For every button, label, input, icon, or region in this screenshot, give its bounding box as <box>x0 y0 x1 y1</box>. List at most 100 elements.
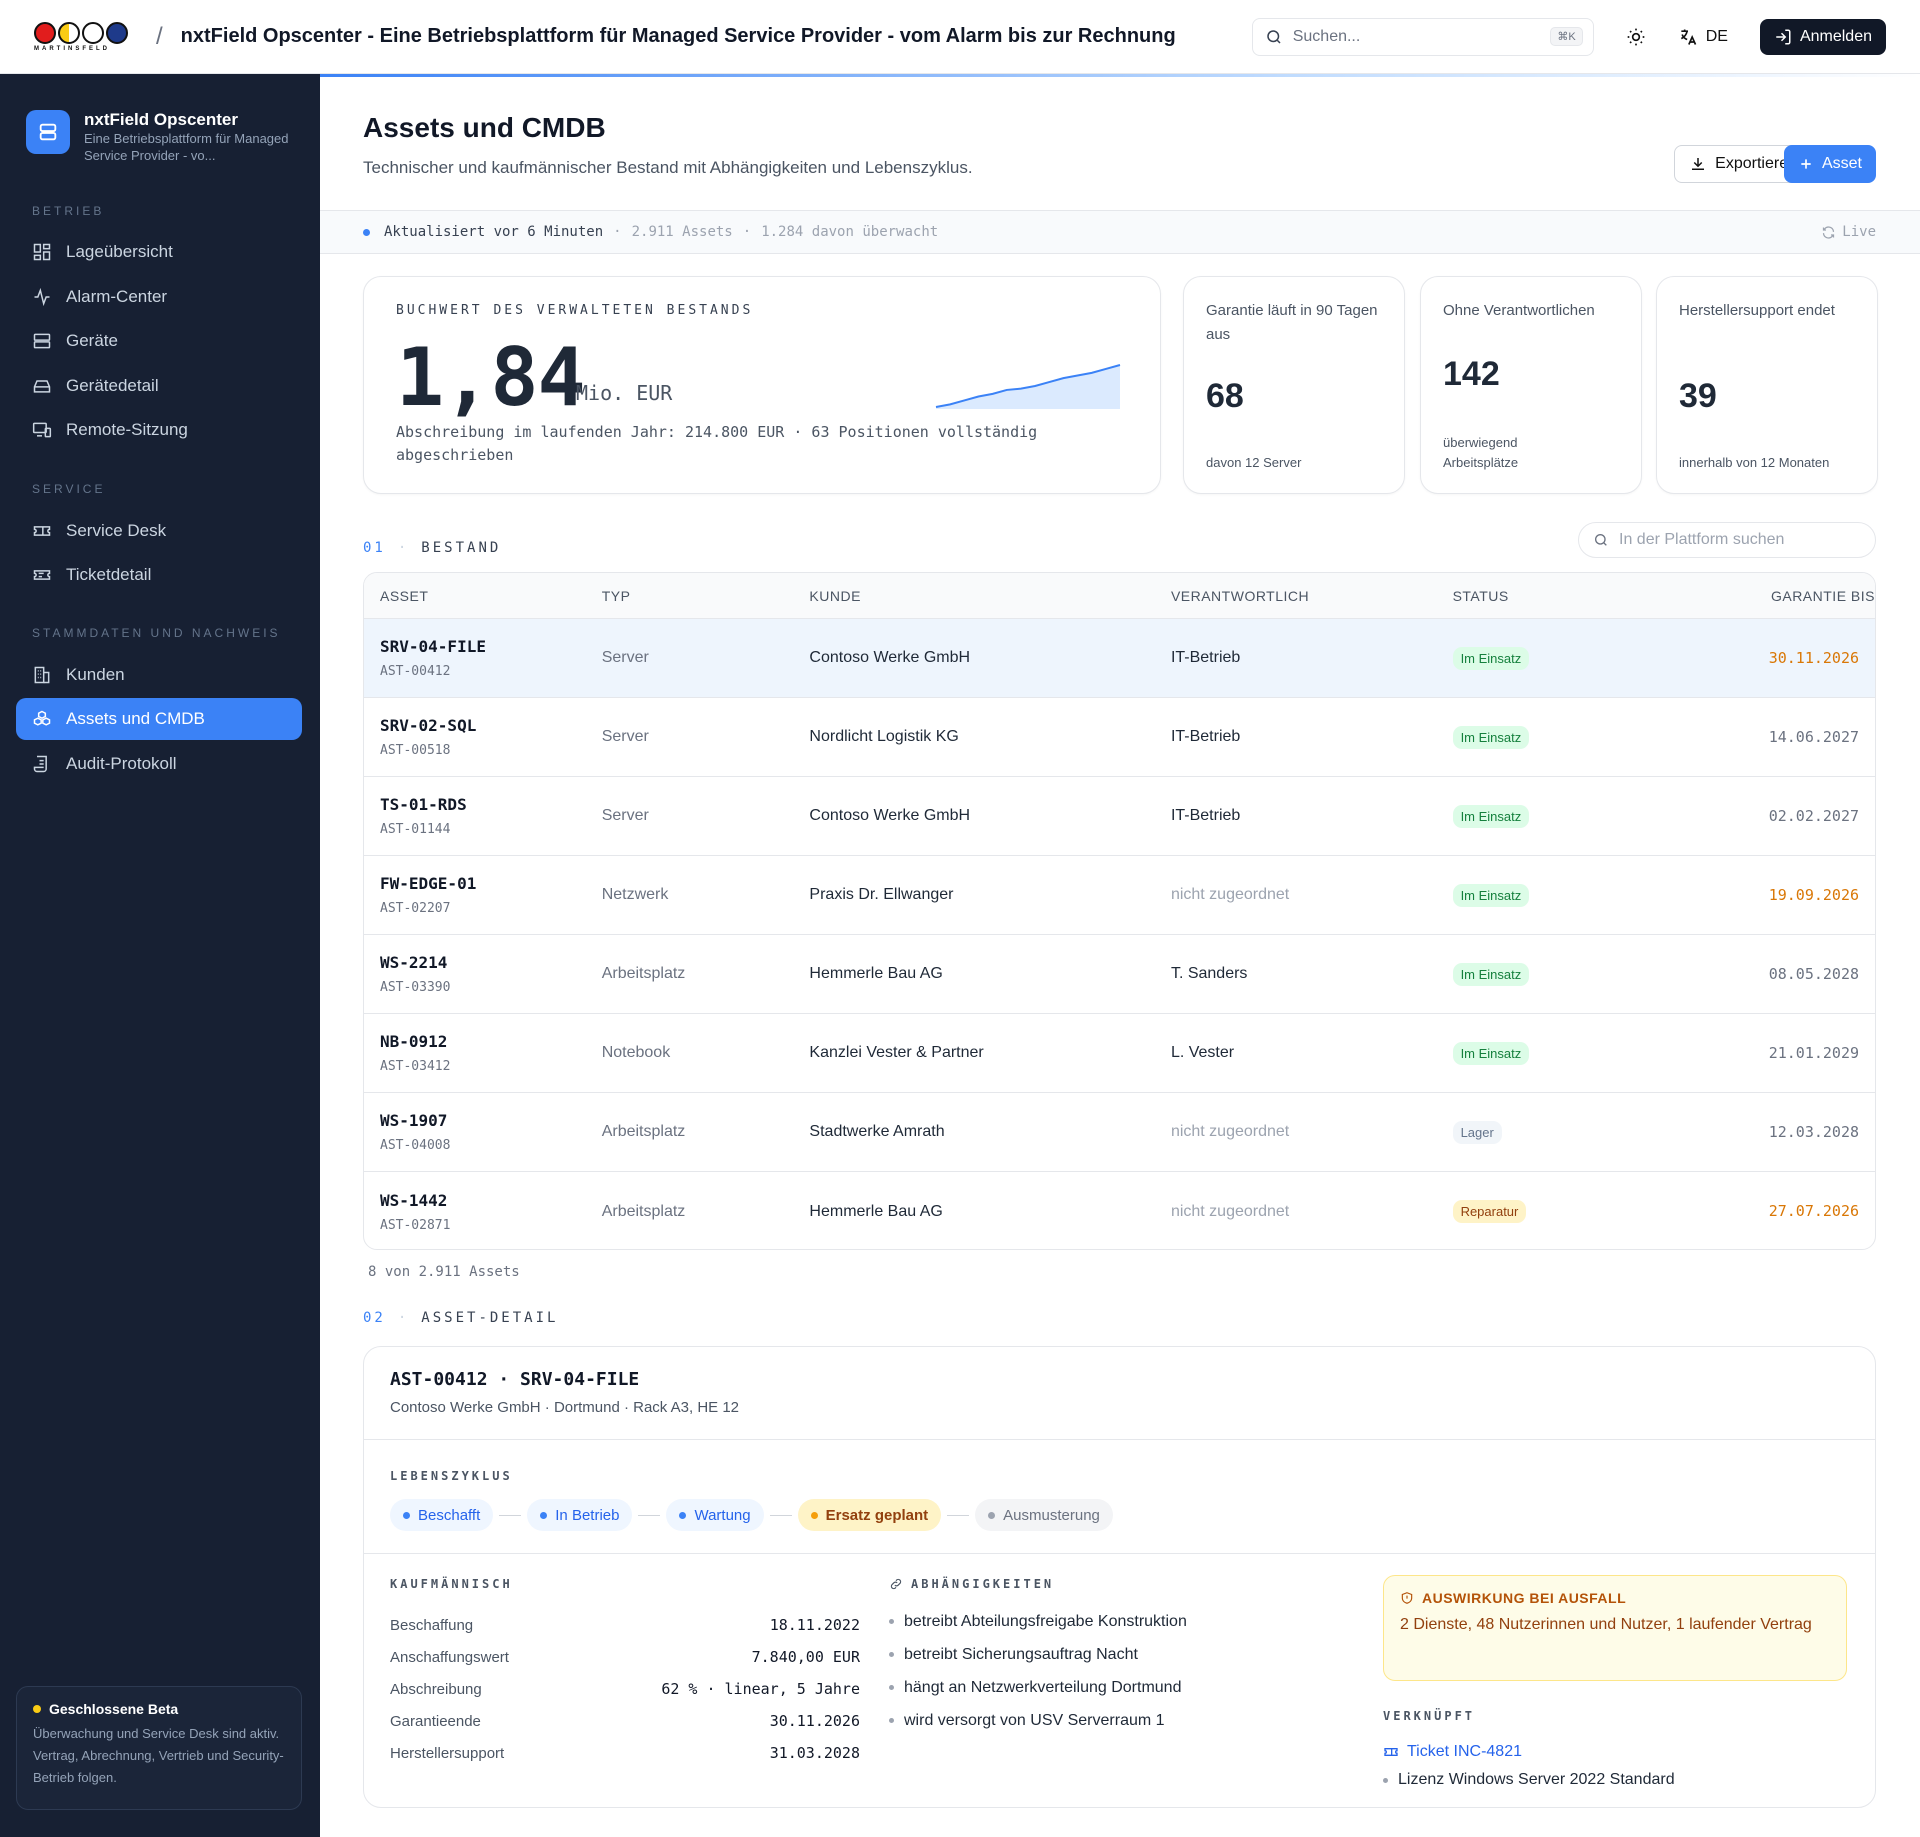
dependencies-label: ABHÄNGIGKEITEN <box>911 1577 1055 1591</box>
asset-customer: Stadtwerke Amrath <box>809 1123 945 1140</box>
theme-toggle-button[interactable] <box>1616 18 1656 56</box>
sidebar-brand[interactable]: nxtField Opscenter Eine Betriebsplattfor… <box>26 110 294 164</box>
server-icon <box>33 333 51 349</box>
asset-name[interactable]: WS-2214 <box>380 953 448 972</box>
sparkline-area <box>936 365 1120 409</box>
asset-type: Arbeitsplatz <box>601 965 686 982</box>
table-row[interactable]: SRV-04-FILE AST-00412 Server Contoso Werke … <box>364 619 1875 698</box>
lifecycle-step-current[interactable]: Ersatz geplant <box>797 1499 942 1531</box>
kpi-warranty[interactable]: Garantie läuft in 90 Tagen aus 68 davon … <box>1183 276 1405 494</box>
table-row[interactable]: TS-01-RDS AST-01144 Server Contoso Werke Gm… <box>364 777 1875 856</box>
page-title: Assets und CMDB <box>363 112 606 143</box>
lifecycle-step[interactable]: Wartung <box>666 1499 764 1531</box>
linked-license[interactable]: Lizenz Windows Server 2022 Standard <box>1383 1771 1675 1789</box>
dependency-item[interactable]: hängt an Netzwerkverteilung Dortmund <box>889 1671 1187 1704</box>
dependencies-heading: ABHÄNGIGKEITEN <box>889 1577 1054 1591</box>
export-label: Exportieren <box>1715 155 1797 172</box>
breadcrumb-separator: / <box>156 22 163 50</box>
sidebar-item-service-desk[interactable]: Service Desk <box>16 510 302 552</box>
sidebar-app-subtitle: Eine Betriebsplattform für Managed Servi… <box>84 131 289 163</box>
table-row[interactable]: SRV-02-SQL AST-00518 Server Nordlicht Logis… <box>364 698 1875 777</box>
column-header[interactable]: ASSET <box>380 587 429 604</box>
language-switch[interactable]: DE <box>1678 27 1728 47</box>
kpi-value: 39 <box>1679 377 1717 415</box>
divider <box>364 1439 1875 1440</box>
book-value: 1,84 <box>396 331 586 424</box>
kpi-vendor-support[interactable]: Herstellersupport endet 39 innerhalb von… <box>1656 276 1878 494</box>
brand-logo[interactable]: MARTINSFELD <box>34 21 136 52</box>
table-row[interactable]: WS-2214 AST-03390 Arbeitsplatz Hemmerle Bau… <box>364 935 1875 1014</box>
table-row[interactable]: WS-1907 AST-04008 Arbeitsplatz Stadtwerke A… <box>364 1093 1875 1172</box>
kpi-label: Ohne Verantwortlichen <box>1443 302 1595 319</box>
asset-customer: Contoso Werke GmbH <box>809 649 971 666</box>
sidebar-item-label: Gerätedetail <box>66 376 159 395</box>
column-header[interactable]: TYP <box>601 587 631 604</box>
link-icon <box>890 1578 902 1590</box>
kpi-no-owner[interactable]: Ohne Verantwortlichen 142 überwiegend Ar… <box>1420 276 1642 494</box>
monitored-count: 1.284 davon überwacht <box>761 224 939 240</box>
sidebar-item-assets-cmdb[interactable]: Assets und CMDB <box>16 698 302 740</box>
sidebar-item-kunden[interactable]: Kunden <box>16 654 302 696</box>
asset-name[interactable]: TS-01-RDS <box>380 795 467 814</box>
global-search-input[interactable]: Suchen... ⌘K <box>1251 18 1594 56</box>
column-header[interactable]: VERANTWORTLICH <box>1170 587 1310 604</box>
lifecycle-step[interactable]: In Betrieb <box>527 1499 633 1531</box>
sidebar-item-geraetedetail[interactable]: Gerätedetail <box>16 365 302 407</box>
logo-text: MARTINSFELD <box>34 45 110 52</box>
status-badge: Im Einsatz <box>1452 646 1530 670</box>
sidebar-item-lageuebersicht[interactable]: Lageübersicht <box>16 231 302 273</box>
column-header[interactable]: GARANTIE BIS <box>1770 587 1875 604</box>
asset-name[interactable]: WS-1907 <box>380 1111 448 1130</box>
server-stack-icon <box>26 110 70 154</box>
table-body: SRV-04-FILE AST-00412 Server Contoso Werke … <box>364 619 1875 1249</box>
login-button[interactable]: Anmelden <box>1759 19 1886 55</box>
sidebar-item-ticketdetail[interactable]: Ticketdetail <box>16 554 302 596</box>
lifecycle-step[interactable]: Beschafft <box>390 1499 494 1531</box>
linked-ticket-link[interactable]: Ticket INC-4821 <box>1383 1743 1675 1761</box>
table-row[interactable]: FW-EDGE-01 AST-02207 Netzwerk Praxis Dr. El… <box>364 856 1875 935</box>
add-asset-button[interactable]: Asset <box>1783 145 1876 183</box>
column-header[interactable]: STATUS <box>1452 587 1509 604</box>
section-heading-bestand: 01 · BESTAND <box>363 540 502 556</box>
dashboard-icon <box>33 243 51 261</box>
kv-row: Herstellersupport 31.03.2028 <box>390 1744 860 1762</box>
asset-name[interactable]: SRV-04-FILE <box>380 637 486 656</box>
platform-search-input[interactable]: In der Plattform suchen <box>1578 522 1876 558</box>
sidebar-item-alarm-center[interactable]: Alarm-Center <box>16 276 302 318</box>
table-row[interactable]: NB-0912 AST-03412 Notebook Kanzlei Vester &… <box>364 1014 1875 1093</box>
column-header[interactable]: KUNDE <box>809 587 861 604</box>
warranty-date: 27.07.2026 <box>1768 1202 1860 1220</box>
warranty-date: 12.03.2028 <box>1768 1122 1860 1141</box>
sidebar-item-geraete[interactable]: Geräte <box>16 320 302 362</box>
status-badge: Lager <box>1452 1120 1502 1144</box>
asset-name[interactable]: FW-EDGE-01 <box>380 874 477 893</box>
kpi-label: Herstellersupport endet <box>1679 302 1835 319</box>
asset-type: Server <box>601 807 649 824</box>
sidebar-item-label: Service Desk <box>66 521 167 540</box>
sidebar-item-audit-protokoll[interactable]: Audit-Protokoll <box>16 743 302 785</box>
dependency-item[interactable]: betreibt Sicherungsauftrag Nacht <box>889 1638 1187 1671</box>
status-bar: Aktualisiert vor 6 Minuten · 2.911 Asset… <box>320 210 1920 254</box>
app-title: nxtField Opscenter - Eine Betriebsplattf… <box>180 25 1176 47</box>
dependency-item[interactable]: wird versorgt von USV Serverraum 1 <box>889 1704 1187 1737</box>
lifecycle-step[interactable]: Ausmusterung <box>975 1499 1113 1531</box>
sun-icon <box>1627 28 1645 46</box>
sidebar-item-remote-sitzung[interactable]: Remote-Sitzung <box>16 409 302 451</box>
table-header: ASSET TYP KUNDE VERANTWORTLICH STATUS GA… <box>364 573 1875 619</box>
table-row[interactable]: WS-1442 AST-02871 Arbeitsplatz Hemmerle Bau… <box>364 1172 1875 1249</box>
status-badge: Reparatur <box>1452 1200 1527 1223</box>
asset-name[interactable]: WS-1442 <box>380 1190 448 1210</box>
assets-count: 2.911 Assets <box>631 224 733 240</box>
hard-drive-icon <box>33 380 51 393</box>
dependency-item[interactable]: betreibt Abteilungsfreigabe Konstruktion <box>889 1605 1187 1638</box>
platform-search-placeholder: In der Plattform suchen <box>1619 531 1785 548</box>
asset-owner: IT-Betrieb <box>1170 728 1241 745</box>
sidebar-item-label: Ticketdetail <box>66 565 152 584</box>
asset-name[interactable]: SRV-02-SQL <box>380 716 477 735</box>
sidebar-item-label: Lageübersicht <box>66 242 173 261</box>
asset-id: AST-03390 <box>380 980 451 995</box>
live-refresh-button[interactable]: Live <box>1821 224 1876 240</box>
asset-id: AST-00412 <box>380 664 451 679</box>
asset-name[interactable]: NB-0912 <box>380 1032 448 1051</box>
search-icon <box>1595 534 1607 546</box>
